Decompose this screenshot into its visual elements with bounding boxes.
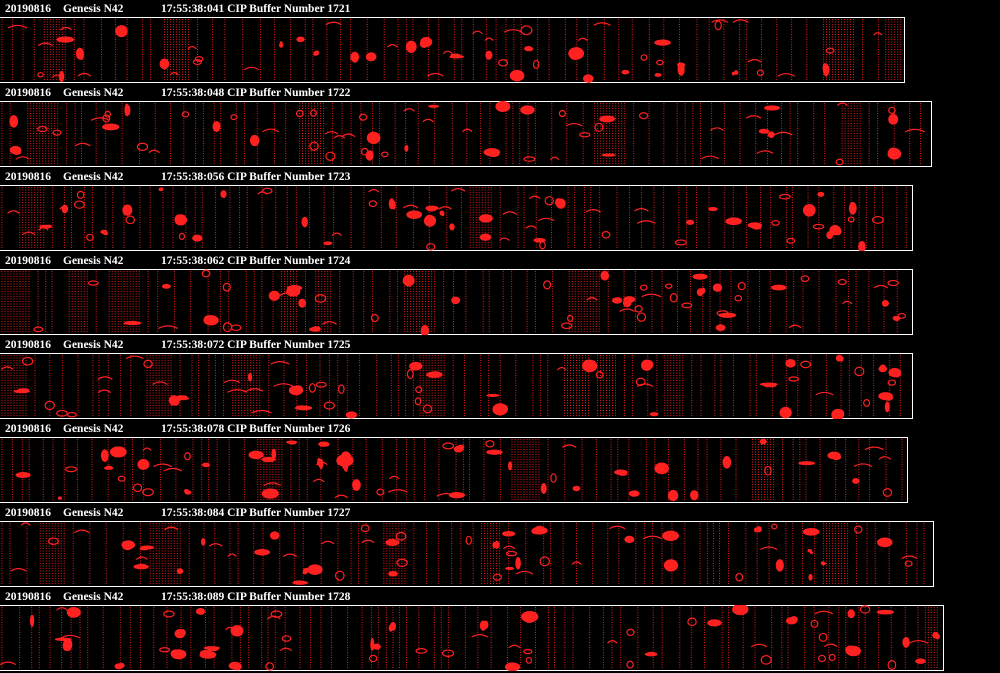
panel-probe: Genesis N42 [63,87,124,99]
particle-image-strip-svg [0,101,932,167]
panel-timestamp: 17:55:38:056 CIP Buffer Number 1723 [161,170,350,184]
panel-buffer-label: CIP Buffer Number [227,507,325,519]
particle-image-strip-svg [0,605,944,671]
panel-header: 20190816 Genesis N42 17:55:38:062 CIP Bu… [5,254,350,268]
panel-timestamp: 17:55:38:041 CIP Buffer Number 1721 [161,2,350,16]
panel-buffer-label: CIP Buffer Number [227,255,325,267]
panel-buffer-number: 1726 [327,423,351,435]
panel-buffer-number: 1725 [327,339,351,351]
buffer-panel: 20190816 Genesis N42 17:55:38:056 CIP Bu… [0,168,1000,252]
panel-date: 20190816 [5,507,51,519]
panel-timestamp: 17:55:38:089 CIP Buffer Number 1728 [161,590,350,604]
buffer-panel: 20190816 Genesis N42 17:55:38:072 CIP Bu… [0,336,1000,420]
particle-image-strip [0,353,913,419]
panel-time: 17:55:38:084 [161,507,225,519]
panel-time: 17:55:38:041 [161,3,225,15]
particle-image-strip [0,17,905,83]
panel-time: 17:55:38:078 [161,423,225,435]
panel-time: 17:55:38:048 [161,87,225,99]
buffer-panel: 20190816 Genesis N42 17:55:38:041 CIP Bu… [0,0,1000,84]
panel-timestamp: 17:55:38:072 CIP Buffer Number 1725 [161,338,350,352]
panel-buffer-number: 1723 [327,171,351,183]
panel-timestamp: 17:55:38:062 CIP Buffer Number 1724 [161,254,350,268]
particle-image-strip-svg [0,437,908,503]
panel-buffer-number: 1722 [327,87,351,99]
panel-date: 20190816 [5,339,51,351]
panel-timestamp: 17:55:38:048 CIP Buffer Number 1722 [161,86,350,100]
panel-buffer-label: CIP Buffer Number [227,87,325,99]
panel-buffer-number: 1721 [327,3,351,15]
panel-buffer-number: 1728 [327,591,351,603]
panel-header: 20190816 Genesis N42 17:55:38:056 CIP Bu… [5,170,350,184]
particle-image-strip [0,269,913,335]
buffer-panel: 20190816 Genesis N42 17:55:38:084 CIP Bu… [0,504,1000,588]
panel-buffer-label: CIP Buffer Number [227,423,325,435]
panel-date: 20190816 [5,255,51,267]
panel-header: 20190816 Genesis N42 17:55:38:084 CIP Bu… [5,506,350,520]
particle-image-strip [0,185,913,251]
panel-time: 17:55:38:072 [161,339,225,351]
particle-image-strip-svg [0,269,913,335]
panel-header: 20190816 Genesis N42 17:55:38:089 CIP Bu… [5,590,350,604]
buffer-panel: 20190816 Genesis N42 17:55:38:089 CIP Bu… [0,588,1000,672]
particle-image-strip-svg [0,17,905,83]
panel-date: 20190816 [5,3,51,15]
panel-header: 20190816 Genesis N42 17:55:38:048 CIP Bu… [5,86,350,100]
panel-probe: Genesis N42 [63,507,124,519]
particle-image-strip-svg [0,353,913,419]
panel-date: 20190816 [5,171,51,183]
panel-time: 17:55:38:056 [161,171,225,183]
panel-buffer-label: CIP Buffer Number [227,3,325,15]
buffer-panel: 20190816 Genesis N42 17:55:38:078 CIP Bu… [0,420,1000,504]
panel-buffer-label: CIP Buffer Number [227,171,325,183]
panel-probe: Genesis N42 [63,171,124,183]
panel-header: 20190816 Genesis N42 17:55:38:078 CIP Bu… [5,422,350,436]
panel-probe: Genesis N42 [63,255,124,267]
panel-timestamp: 17:55:38:084 CIP Buffer Number 1727 [161,506,350,520]
particle-image-strip-svg [0,185,913,251]
panel-header: 20190816 Genesis N42 17:55:38:041 CIP Bu… [5,2,350,16]
particle-image-strip [0,605,944,671]
panel-date: 20190816 [5,423,51,435]
panel-timestamp: 17:55:38:078 CIP Buffer Number 1726 [161,422,350,436]
buffer-panel: 20190816 Genesis N42 17:55:38:048 CIP Bu… [0,84,1000,168]
panel-buffer-number: 1724 [327,255,351,267]
particle-image-strip [0,101,932,167]
panel-probe: Genesis N42 [63,423,124,435]
panel-header: 20190816 Genesis N42 17:55:38:072 CIP Bu… [5,338,350,352]
particle-image-strip [0,437,908,503]
buffer-panel: 20190816 Genesis N42 17:55:38:062 CIP Bu… [0,252,1000,336]
panel-buffer-label: CIP Buffer Number [227,339,325,351]
particle-image-strip-svg [0,521,934,587]
panel-buffer-label: CIP Buffer Number [227,591,325,603]
panel-probe: Genesis N42 [63,591,124,603]
panel-probe: Genesis N42 [63,3,124,15]
panel-time: 17:55:38:089 [161,591,225,603]
particle-image-strip [0,521,934,587]
panel-date: 20190816 [5,87,51,99]
panel-probe: Genesis N42 [63,339,124,351]
panel-date: 20190816 [5,591,51,603]
panel-time: 17:55:38:062 [161,255,225,267]
panel-buffer-number: 1727 [327,507,351,519]
